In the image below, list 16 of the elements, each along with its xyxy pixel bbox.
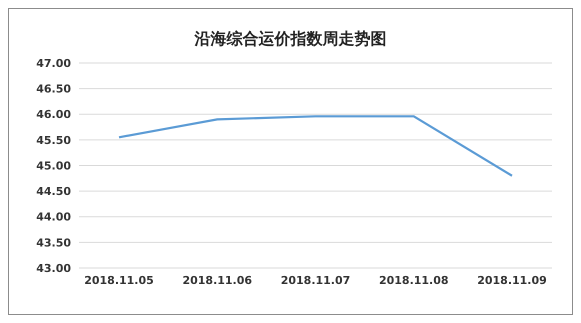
y-tick-label: 44.50	[36, 185, 72, 198]
y-tick-label: 46.50	[36, 82, 72, 96]
chart-title: 沿海综合运价指数周走势图	[194, 29, 388, 50]
y-tick-label: 46.00	[36, 108, 72, 122]
x-tick-label: 2018.11.07	[280, 274, 350, 287]
x-tick-label: 2018.11.06	[182, 274, 252, 287]
y-tick-label: 45.00	[36, 159, 72, 172]
line-series	[118, 115, 514, 177]
y-tick-label: 43.50	[36, 236, 72, 250]
y-tick-label: 43.00	[36, 262, 72, 275]
y-tick-label: 47.00	[36, 56, 72, 70]
x-tick-label: 2018.11.09	[477, 274, 547, 287]
y-tick-label: 45.50	[36, 134, 72, 147]
x-tick-label: 2018.11.05	[84, 274, 154, 287]
x-tick-label: 2018.11.08	[378, 274, 449, 287]
y-tick-label: 44.00	[36, 210, 72, 224]
